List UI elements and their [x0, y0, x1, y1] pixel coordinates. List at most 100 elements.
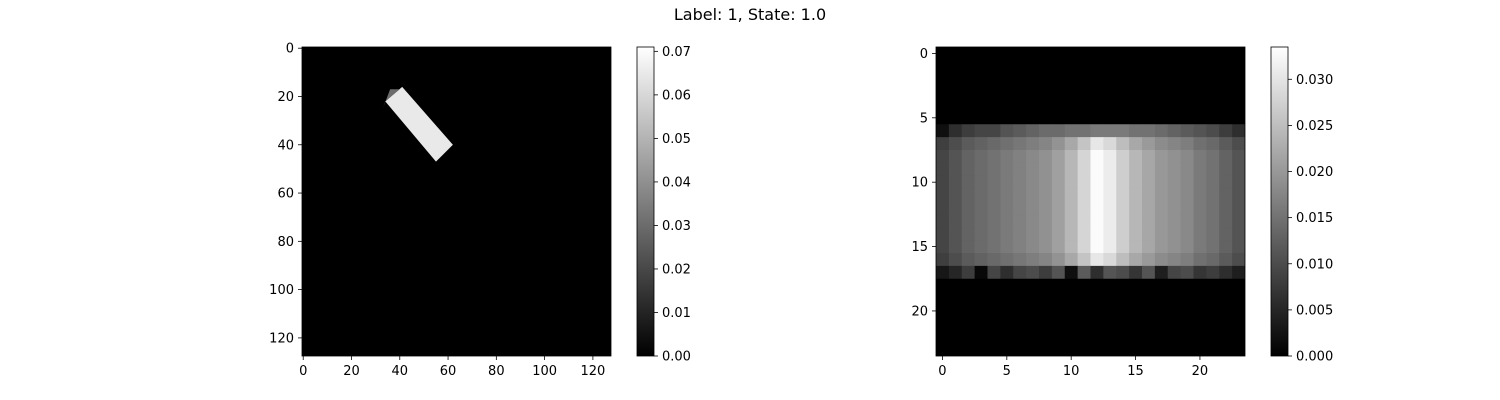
heatmap-cell	[1129, 59, 1143, 74]
heatmap-cell	[1090, 291, 1104, 305]
heatmap-cell	[1129, 317, 1143, 331]
heatmap-cell	[1013, 253, 1027, 267]
heatmap-cell	[948, 85, 963, 99]
heatmap-cell	[1013, 214, 1027, 228]
heatmap-cell	[1026, 214, 1040, 228]
heatmap-cell	[974, 72, 988, 87]
heatmap-cell	[1090, 201, 1104, 215]
heatmap-cell	[1232, 150, 1245, 164]
right-colorbar-tick-label: 0.020	[1296, 165, 1333, 180]
heatmap-cell	[1142, 214, 1156, 228]
heatmap-cell	[1103, 111, 1117, 125]
heatmap-cell	[1219, 291, 1233, 305]
heatmap-cell	[1206, 47, 1220, 61]
heatmap-cell	[1013, 85, 1027, 99]
heatmap-cell	[1232, 278, 1245, 293]
heatmap-cell	[1219, 201, 1233, 215]
heatmap-cell	[936, 278, 950, 293]
heatmap-cell	[1039, 304, 1053, 318]
left-colorbar-gradient	[637, 47, 654, 356]
heatmap-cell	[1090, 85, 1104, 99]
heatmap-cell	[1103, 175, 1117, 190]
heatmap-cell	[1013, 227, 1027, 241]
heatmap-cell	[1142, 72, 1156, 87]
heatmap-cell	[1116, 111, 1130, 125]
heatmap-cell	[1219, 227, 1233, 241]
heatmap-cell	[1180, 59, 1194, 74]
left-image-content	[302, 47, 611, 356]
heatmap-cell	[1129, 124, 1143, 138]
heatmap-cell	[1167, 111, 1182, 125]
heatmap-cell	[987, 162, 1001, 177]
heatmap-cell	[1039, 124, 1053, 138]
heatmap-cell	[1077, 98, 1091, 112]
heatmap-cell	[1167, 227, 1182, 241]
heatmap-cell	[1116, 162, 1130, 177]
heatmap-cell	[1116, 137, 1130, 151]
heatmap-cell	[1206, 265, 1220, 280]
heatmap-cell	[948, 317, 963, 331]
heatmap-cell	[1064, 85, 1079, 99]
heatmap-cell	[1077, 265, 1091, 280]
left-axis-x-tick-label: 60	[440, 364, 457, 379]
heatmap-cell	[1129, 304, 1143, 318]
heatmap-cell	[1154, 343, 1169, 356]
heatmap-cell	[1077, 124, 1091, 138]
heatmap-cell	[1167, 59, 1182, 74]
heatmap-cell	[936, 72, 950, 87]
heatmap-cell	[1064, 201, 1079, 215]
heatmap-cell	[1103, 343, 1117, 356]
left-colorbar-tick-label: 0.00	[662, 350, 691, 365]
heatmap-cell	[1039, 137, 1053, 151]
heatmap-cell	[1090, 98, 1104, 112]
heatmap-cell	[936, 85, 950, 99]
heatmap-cell	[987, 201, 1001, 215]
left-axis-y-tick-label: 80	[277, 235, 294, 250]
right-axis-x-tick-label: 15	[1127, 364, 1144, 379]
heatmap-cell	[1219, 343, 1233, 356]
heatmap-cell	[1064, 188, 1079, 202]
heatmap-cell	[974, 98, 988, 112]
heatmap-cell	[1051, 291, 1066, 305]
heatmap-cell	[1219, 150, 1233, 164]
heatmap-cell	[1206, 291, 1220, 305]
left-colorbar-tick-label: 0.06	[662, 88, 691, 103]
heatmap-cell	[961, 72, 976, 87]
heatmap-cell	[1219, 111, 1233, 125]
heatmap-cell	[1116, 291, 1130, 305]
heatmap-cell	[1154, 278, 1169, 293]
heatmap-cell	[1039, 85, 1053, 99]
heatmap-cell	[1154, 98, 1169, 112]
heatmap-cell	[1219, 47, 1233, 61]
heatmap-cell	[1154, 227, 1169, 241]
heatmap-cell	[1051, 253, 1066, 267]
heatmap-cell	[1039, 265, 1053, 280]
heatmap-cell	[1103, 137, 1117, 151]
heatmap-cell	[1064, 124, 1079, 138]
heatmap-cell	[1232, 188, 1245, 202]
heatmap-cell	[1064, 291, 1079, 305]
heatmap-cell	[1000, 150, 1014, 164]
heatmap-cell	[1026, 253, 1040, 267]
heatmap-cell	[1077, 137, 1091, 151]
heatmap-cell	[1026, 291, 1040, 305]
heatmap-cell	[1154, 214, 1169, 228]
heatmap-cell	[1116, 278, 1130, 293]
heatmap-cell	[1000, 98, 1014, 112]
heatmap-cell	[936, 201, 950, 215]
heatmap-cell	[1116, 150, 1130, 164]
heatmap-cell	[1000, 265, 1014, 280]
heatmap-cell	[1051, 98, 1066, 112]
right-heatmap-cells	[936, 47, 1245, 356]
heatmap-cell	[1193, 330, 1207, 344]
heatmap-cell	[974, 240, 988, 254]
heatmap-cell	[1206, 150, 1220, 164]
heatmap-cell	[1026, 98, 1040, 112]
heatmap-cell	[1000, 240, 1014, 254]
heatmap-cell	[974, 137, 988, 151]
heatmap-cell	[1232, 72, 1245, 87]
heatmap-cell	[961, 162, 976, 177]
heatmap-cell	[1167, 188, 1182, 202]
heatmap-cell	[1000, 85, 1014, 99]
heatmap-cell	[1090, 124, 1104, 138]
